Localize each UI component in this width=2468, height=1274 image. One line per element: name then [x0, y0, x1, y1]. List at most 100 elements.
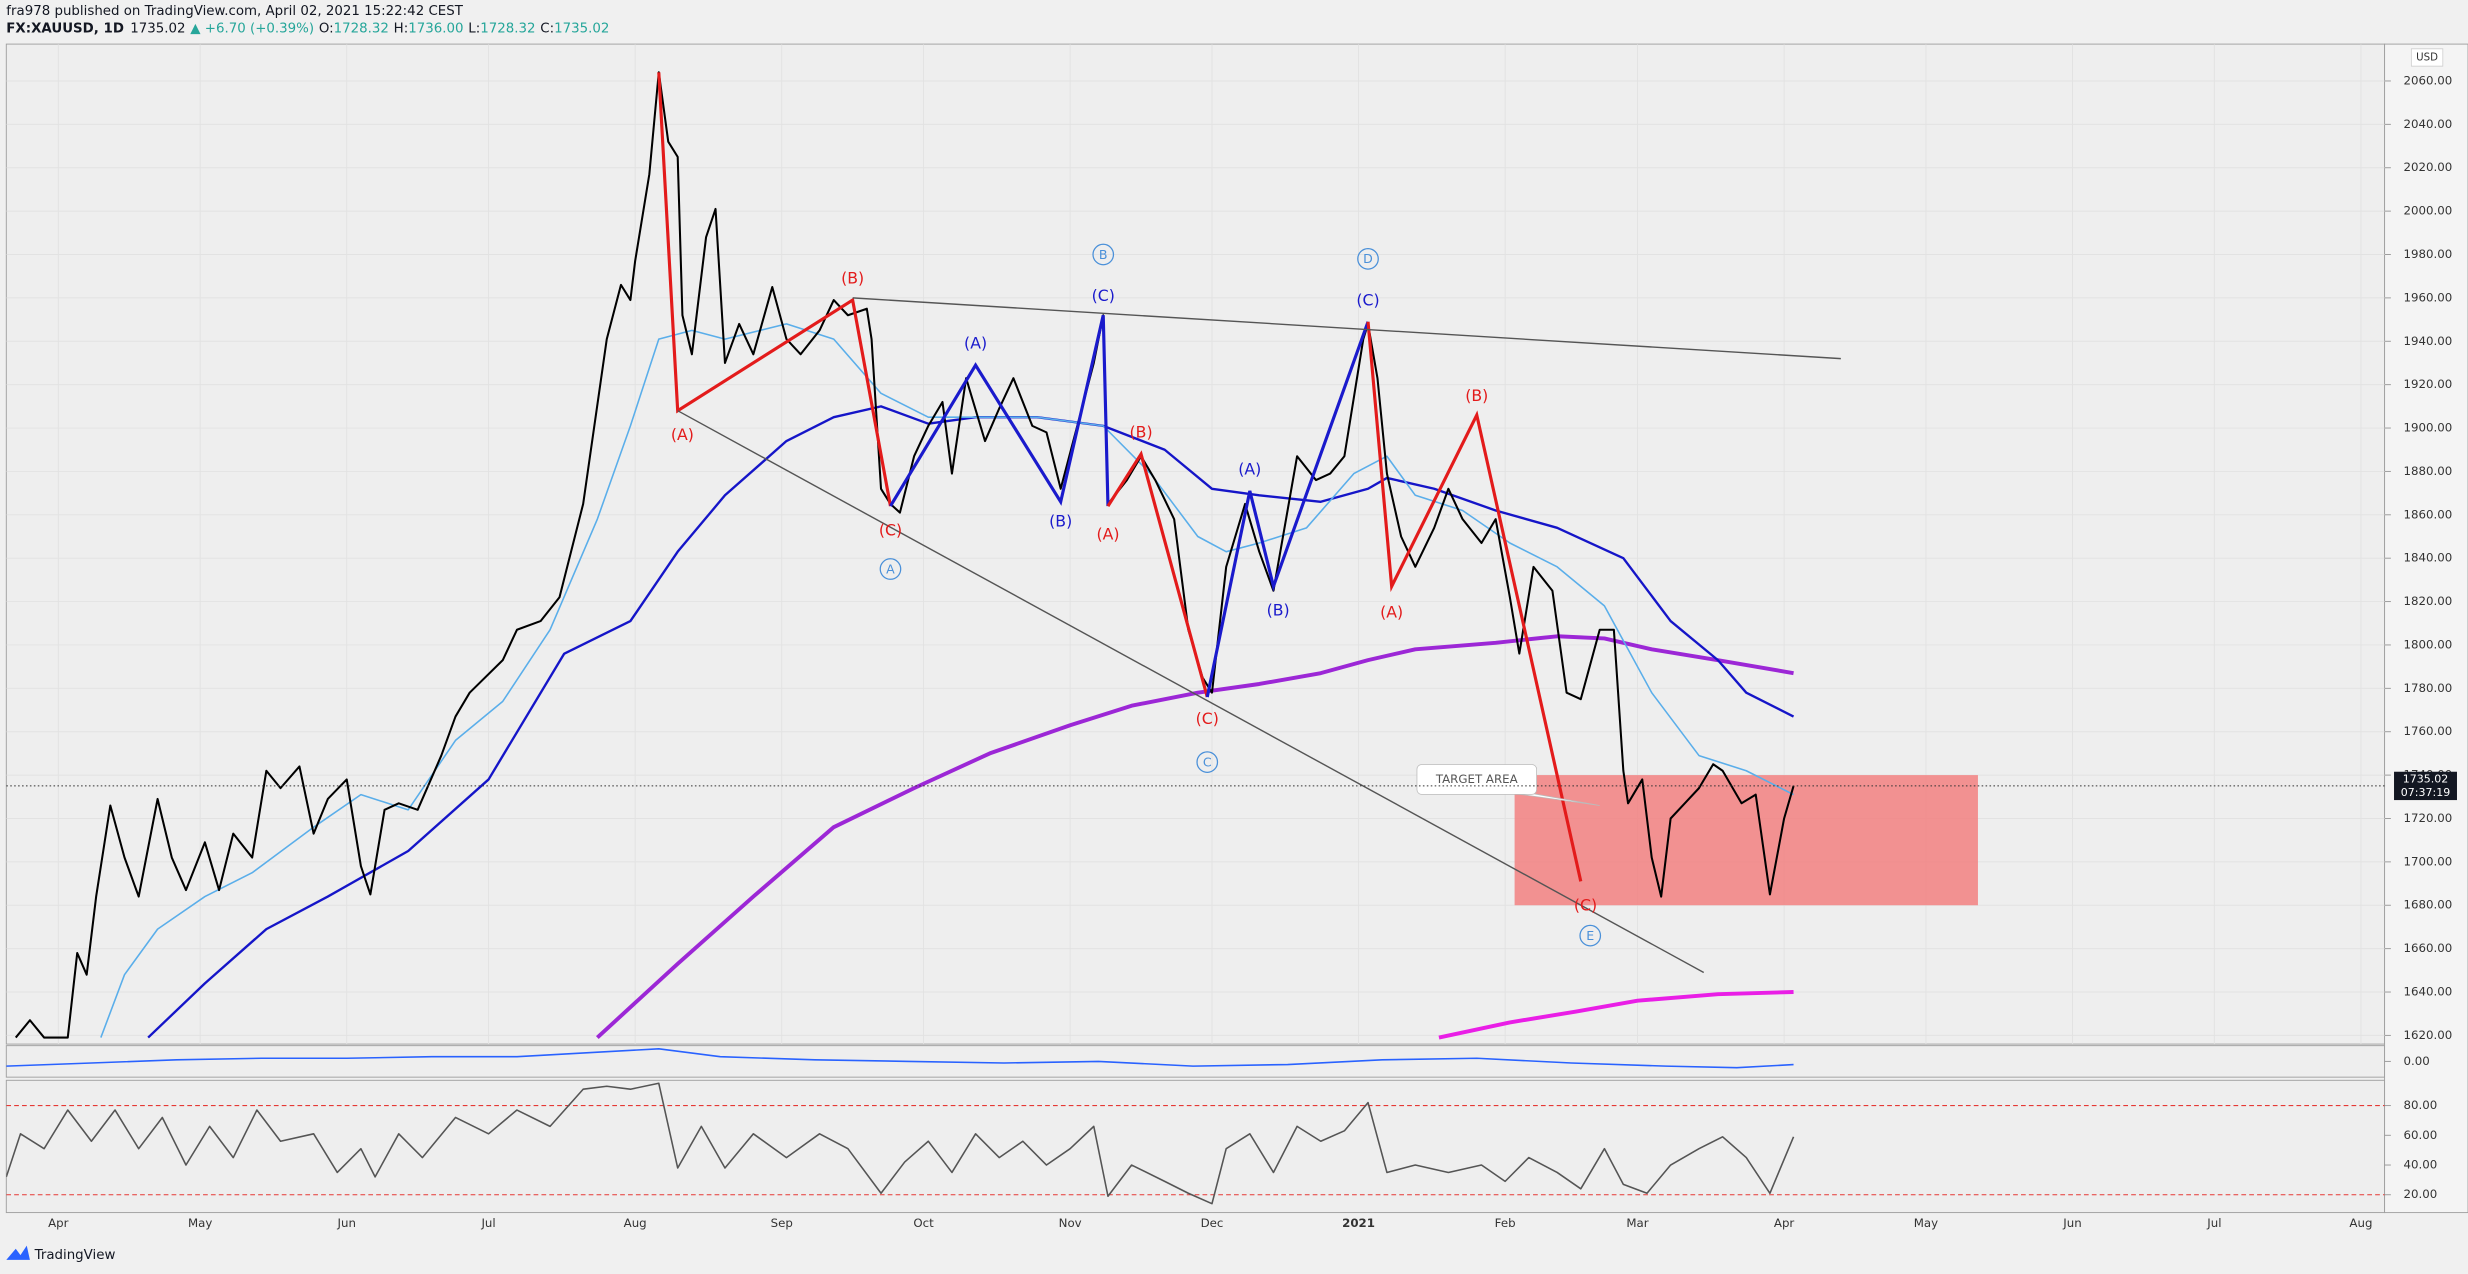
last-price-tag — [2394, 771, 2457, 801]
wave-label: (A) — [1380, 603, 1403, 622]
y-tick-label: 20.00 — [2403, 1187, 2437, 1201]
y-tick-label: 2040.00 — [2403, 117, 2452, 131]
callout-box — [1416, 764, 1537, 795]
x-tick-label: Apr — [48, 1216, 69, 1230]
author-line: fra978 published on TradingView.com, Apr… — [6, 4, 463, 19]
wave-label: (B) — [1130, 423, 1153, 442]
x-tick-label: May — [1914, 1216, 1938, 1230]
wave-label: (C) — [1574, 896, 1597, 915]
ohlc-key: O: — [319, 21, 334, 36]
wave-label: (C) — [1092, 286, 1115, 305]
ohlc-key: L: — [468, 21, 480, 36]
macd-plot — [6, 1048, 1794, 1069]
x-tick-label: Jun — [2062, 1216, 2081, 1230]
x-tick-label: Aug — [2349, 1216, 2372, 1230]
wave-label: (C) — [1356, 290, 1379, 309]
y-tick-label: 1640.00 — [2403, 985, 2452, 999]
x-tick-label: Nov — [1059, 1216, 1082, 1230]
wave-line — [677, 410, 1705, 974]
wave-label: (B) — [1049, 512, 1072, 531]
y-tick-label: 1960.00 — [2403, 290, 2452, 304]
y-tick-label: 1620.00 — [2403, 1028, 2452, 1042]
series-line — [14, 71, 1795, 1039]
rsi-pane — [5, 1079, 2386, 1214]
wave-label: E — [1586, 928, 1594, 943]
y-tick-label: 40.00 — [2403, 1158, 2437, 1172]
y-tick-label: 0.00 — [2403, 1054, 2429, 1068]
series-line — [6, 1048, 1794, 1069]
y-tick-label: 1900.00 — [2403, 421, 2452, 435]
y-tick-label: 1680.00 — [2403, 898, 2452, 912]
change: ▲ +6.70 (+0.39%) — [190, 21, 314, 36]
unit-label: USD — [2416, 52, 2438, 63]
wave-label: D — [1363, 251, 1373, 266]
wave-line — [1205, 321, 1370, 698]
wave-circle — [1579, 924, 1602, 947]
wave-label: (A) — [1096, 525, 1119, 544]
y-tick-label: 1720.00 — [2403, 811, 2452, 825]
y-tick-label: 2000.00 — [2403, 204, 2452, 218]
x-tick-label: Jul — [2206, 1216, 2221, 1230]
x-tick-label: Feb — [1495, 1216, 1516, 1230]
y-tick-label: 1940.00 — [2403, 334, 2452, 348]
y-tick-label: 2020.00 — [2403, 160, 2452, 174]
x-tick-label: Apr — [1774, 1216, 1795, 1230]
symbol-line: FX:XAUUSD, 1D 1735.02 ▲ +6.70 (+0.39%) O:17… — [6, 21, 609, 36]
x-tick-label: Oct — [913, 1216, 934, 1230]
wave-circle — [1196, 751, 1219, 773]
wave-label: (C) — [879, 520, 902, 539]
macd-pane — [5, 1045, 2386, 1078]
wave-label: (A) — [964, 334, 987, 353]
wave-line — [889, 314, 1110, 507]
countdown-label: 07:37:19 — [2401, 786, 2450, 799]
wave-circle — [879, 558, 902, 580]
logo — [6, 1245, 30, 1260]
y-tick-label: 1980.00 — [2403, 247, 2452, 261]
price-plot: (A) (B) (C) A (A) (B) (C) B (A) (B) (C) C (A) (B) (C) D… — [6, 44, 2385, 1045]
wave-line — [657, 72, 893, 507]
brand: TradingView — [34, 1248, 116, 1263]
wave-line — [852, 297, 1841, 360]
x-tick-label: Mar — [1626, 1216, 1648, 1230]
y-tick-label: 1700.00 — [2403, 854, 2452, 868]
wave-label: A — [886, 561, 895, 576]
wave-label: (B) — [1267, 601, 1290, 620]
wave-label: (A) — [671, 425, 694, 444]
y-tick-label: 1840.00 — [2403, 551, 2452, 565]
wave-label: B — [1099, 247, 1108, 262]
y-tick-label: 1920.00 — [2403, 377, 2452, 391]
wave-circle — [1092, 243, 1115, 266]
ohlc-value: 1728.32 — [334, 21, 389, 36]
last-price-label: 1735.02 — [2403, 773, 2449, 786]
unit-box — [2410, 48, 2444, 67]
x-tick-label: Jul — [480, 1216, 495, 1230]
price-axis — [2384, 43, 2468, 1214]
series-line — [1438, 990, 1794, 1040]
y-tick-label: 60.00 — [2403, 1128, 2437, 1142]
series-line — [595, 634, 1794, 1040]
y-tick-label: 2060.00 — [2403, 73, 2452, 87]
wave-label: (A) — [1238, 460, 1261, 479]
series-line — [100, 323, 1794, 1038]
symbol: FX:XAUUSD, 1D — [6, 21, 124, 36]
ohlc-value: 1735.02 — [554, 21, 609, 36]
x-tick-label: Dec — [1201, 1216, 1224, 1230]
series-line — [6, 1082, 1795, 1205]
ohlc-value: 1736.00 — [408, 21, 463, 36]
price-pane — [5, 43, 2386, 1045]
wave-label: (C) — [1196, 709, 1219, 728]
wave-label: C — [1203, 754, 1212, 769]
ohlc-key: C: — [540, 21, 554, 36]
rsi-plot — [6, 1082, 2385, 1205]
y-tick-label: 1760.00 — [2403, 724, 2452, 738]
y-tick-label: 1820.00 — [2403, 594, 2452, 608]
y-tick-label: 1660.00 — [2403, 941, 2452, 955]
y-tick-label: 1800.00 — [2403, 637, 2452, 651]
target-area — [1514, 775, 1978, 906]
wave-line — [1366, 321, 1583, 882]
wave-label: (B) — [841, 269, 864, 288]
ohlc-value: 1728.32 — [480, 21, 535, 36]
wave-circle — [1357, 247, 1379, 270]
y-tick-label: 80.00 — [2403, 1098, 2437, 1112]
